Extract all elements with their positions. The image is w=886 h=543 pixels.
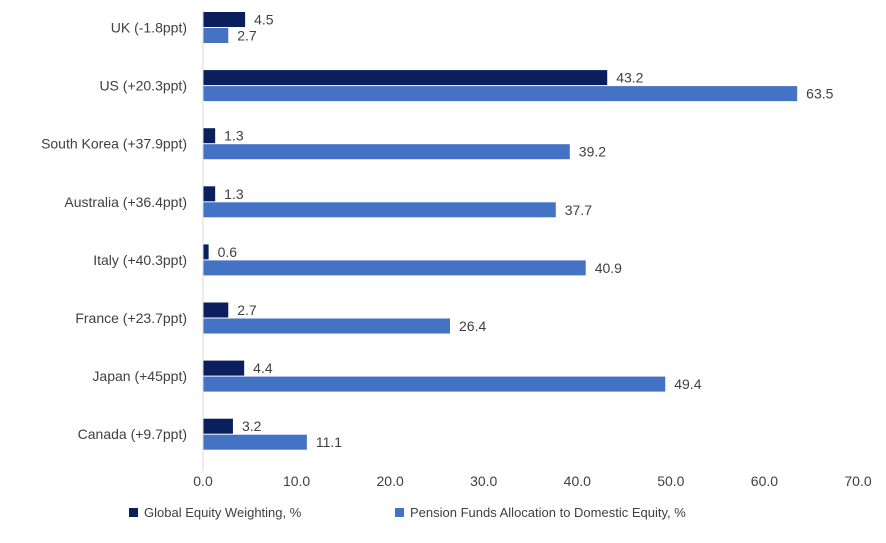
bar-pension-domestic-equity-canada-9-7ppt — [203, 434, 307, 450]
legend: Global Equity Weighting, % Pension Funds … — [129, 505, 686, 520]
bar-pension-domestic-equity-japan-45ppt — [203, 376, 666, 392]
data-label-pension-japan-45ppt: 49.4 — [674, 376, 701, 392]
bar-global-equity-weighting-south-korea-37-9ppt — [203, 128, 216, 144]
x-tick-label: 10.0 — [283, 473, 310, 489]
data-label-global-uk-1-8ppt: 4.5 — [254, 12, 274, 28]
bar-global-equity-weighting-us-20-3ppt — [203, 70, 608, 86]
data-label-pension-uk-1-8ppt: 2.7 — [237, 28, 257, 44]
data-label-pension-us-20-3ppt: 63.5 — [806, 86, 833, 102]
bar-global-equity-weighting-japan-45ppt — [203, 360, 245, 376]
plot-area: 4.52.743.263.51.339.21.337.70.640.92.726… — [203, 12, 834, 450]
bar-pension-domestic-equity-uk-1-8ppt — [203, 28, 229, 43]
category-label-australia-36-4ppt: Australia (+36.4ppt) — [64, 194, 187, 210]
legend-swatch-global-equity-weighting — [129, 508, 138, 517]
category-label-italy-40-3ppt: Italy (+40.3ppt) — [93, 252, 187, 268]
category-label-japan-45ppt: Japan (+45ppt) — [92, 368, 187, 384]
legend-label-pension-domestic-equity: Pension Funds Allocation to Domestic Equ… — [410, 505, 686, 520]
data-label-global-italy-40-3ppt: 0.6 — [218, 244, 238, 260]
bar-pension-domestic-equity-france-23-7ppt — [203, 318, 451, 334]
x-tick-label: 30.0 — [470, 473, 497, 489]
bar-global-equity-weighting-italy-40-3ppt — [203, 244, 209, 260]
bar-pension-domestic-equity-south-korea-37-9ppt — [203, 144, 570, 160]
data-label-global-us-20-3ppt: 43.2 — [616, 70, 643, 86]
bar-pension-domestic-equity-italy-40-3ppt — [203, 260, 586, 276]
category-label-france-23-7ppt: France (+23.7ppt) — [75, 310, 187, 326]
data-label-pension-italy-40-3ppt: 40.9 — [595, 260, 622, 276]
bar-pension-domestic-equity-australia-36-4ppt — [203, 202, 556, 218]
category-label-canada-9-7ppt: Canada (+9.7ppt) — [78, 426, 187, 442]
bar-pension-domestic-equity-us-20-3ppt — [203, 86, 798, 102]
x-axis-ticks: 0.0 10.0 20.0 30.0 40.0 50.0 60.0 70.0 — [193, 473, 872, 489]
data-label-pension-australia-36-4ppt: 37.7 — [565, 202, 592, 218]
data-label-global-australia-36-4ppt: 1.3 — [224, 186, 244, 202]
x-tick-label: 0.0 — [193, 473, 213, 489]
data-label-pension-canada-9-7ppt: 11.1 — [316, 434, 342, 450]
data-label-pension-france-23-7ppt: 26.4 — [459, 318, 486, 334]
x-tick-label: 70.0 — [844, 473, 871, 489]
data-label-pension-south-korea-37-9ppt: 39.2 — [579, 144, 606, 160]
bar-global-equity-weighting-uk-1-8ppt — [203, 12, 246, 27]
x-tick-label: 60.0 — [751, 473, 778, 489]
category-labels: UK (-1.8ppt) US (+20.3ppt) South Korea (+3… — [41, 20, 187, 443]
x-tick-label: 20.0 — [377, 473, 404, 489]
legend-label-global-equity-weighting: Global Equity Weighting, % — [144, 505, 302, 520]
legend-swatch-pension-domestic-equity — [395, 508, 404, 517]
x-tick-label: 50.0 — [657, 473, 684, 489]
category-label-south-korea-37-9ppt: South Korea (+37.9ppt) — [41, 136, 187, 152]
data-label-global-france-23-7ppt: 2.7 — [237, 302, 257, 318]
bar-global-equity-weighting-france-23-7ppt — [203, 302, 229, 318]
data-label-global-japan-45ppt: 4.4 — [253, 360, 273, 376]
category-label-uk-1-8ppt: UK (-1.8ppt) — [111, 20, 187, 36]
data-label-global-south-korea-37-9ppt: 1.3 — [224, 128, 244, 144]
data-label-global-canada-9-7ppt: 3.2 — [242, 418, 262, 434]
bar-global-equity-weighting-australia-36-4ppt — [203, 186, 216, 202]
x-tick-label: 40.0 — [564, 473, 591, 489]
category-label-us-20-3ppt: US (+20.3ppt) — [99, 78, 187, 94]
bar-global-equity-weighting-canada-9-7ppt — [203, 418, 233, 434]
